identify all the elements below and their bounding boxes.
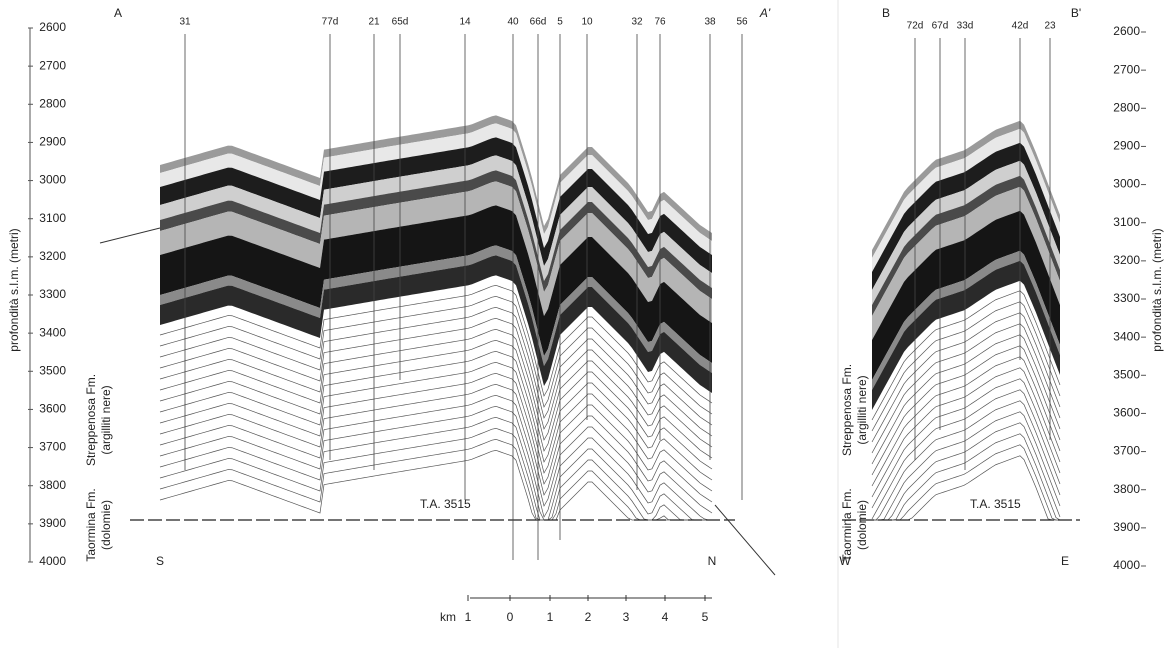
b-well-label: 67d xyxy=(932,21,949,32)
b-well-label: 42d xyxy=(1012,21,1029,32)
a-well-label: 5 xyxy=(557,17,563,28)
a-well-label: 38 xyxy=(704,17,716,28)
left-depth-label: 3700 xyxy=(39,440,66,454)
a-well-label: 32 xyxy=(631,17,643,28)
left-depth-label: 3300 xyxy=(39,287,66,301)
a-well-label: 21 xyxy=(368,17,380,28)
right-depth-label: 3400 xyxy=(1113,329,1140,343)
right-depth-label: 2600 xyxy=(1113,24,1140,38)
left-depth-label: 3400 xyxy=(39,325,66,339)
section-a-right-end: N xyxy=(708,554,717,568)
b-well-label: 23 xyxy=(1044,21,1056,32)
cross-section-figure: profondità s.l.m. (metri) profondità s.l… xyxy=(0,0,1171,648)
b-well-label: 33d xyxy=(957,21,974,32)
right-depth-label: 4000 xyxy=(1113,558,1140,572)
right-depth-label: 3800 xyxy=(1113,482,1140,496)
scale-label: 2 xyxy=(585,610,592,624)
left-depth-label: 3800 xyxy=(39,478,66,492)
scale-label: 1 xyxy=(465,610,472,624)
a-well-label: 14 xyxy=(459,17,471,28)
a-well-label: 31 xyxy=(179,17,191,28)
left-depth-label: 3100 xyxy=(39,211,66,225)
section-b-start: B xyxy=(882,6,890,20)
right-depth-label: 3500 xyxy=(1113,367,1140,381)
left-depth-label: 2800 xyxy=(39,96,66,110)
section-b-end: B' xyxy=(1071,6,1081,20)
right-depth-label: 3200 xyxy=(1113,253,1140,267)
a-lower-formation-note: (dolomie) xyxy=(99,500,113,550)
a-upper-formation-note: (argilliti nere) xyxy=(99,385,113,454)
b-upper-formation: Streppenosa Fm. xyxy=(840,364,854,456)
section-b-right-end: E xyxy=(1061,554,1069,568)
left-depth-label: 3500 xyxy=(39,363,66,377)
right-depth-label: 3300 xyxy=(1113,291,1140,305)
background xyxy=(0,0,1171,648)
left-depth-label: 4000 xyxy=(39,554,66,568)
a-well-label: 76 xyxy=(654,17,666,28)
a-upper-formation: Streppenosa Fm. xyxy=(84,374,98,466)
b-well-label: 72d xyxy=(907,21,924,32)
b-lower-formation: Taormina Fm. xyxy=(840,488,854,561)
left-axis-title: profondità s.l.m. (metri) xyxy=(7,228,21,351)
right-depth-label: 2800 xyxy=(1113,100,1140,114)
right-depth-label: 3700 xyxy=(1113,444,1140,458)
a-well-label: 65d xyxy=(392,17,409,28)
left-depth-label: 3200 xyxy=(39,249,66,263)
scale-label: 3 xyxy=(623,610,630,624)
scale-label: 0 xyxy=(507,610,514,624)
left-depth-label: 3000 xyxy=(39,173,66,187)
b-lower-formation-note: (dolomie) xyxy=(855,500,869,550)
right-axis-title: profondità s.l.m. (metri) xyxy=(1150,228,1164,351)
left-depth-label: 3900 xyxy=(39,516,66,530)
left-depth-label: 2700 xyxy=(39,58,66,72)
left-depth-label: 3600 xyxy=(39,402,66,416)
scale-label: 4 xyxy=(662,610,669,624)
section-b-marker: T.A. 3515 xyxy=(970,497,1021,511)
section-a-start: A xyxy=(114,6,122,20)
a-well-label: 10 xyxy=(581,17,593,28)
scale-label: 5 xyxy=(702,610,709,624)
right-depth-label: 2700 xyxy=(1113,62,1140,76)
right-depth-label: 3900 xyxy=(1113,520,1140,534)
right-depth-label: 3000 xyxy=(1113,177,1140,191)
right-depth-label: 3100 xyxy=(1113,215,1140,229)
a-well-label: 66d xyxy=(530,17,547,28)
right-depth-label: 2900 xyxy=(1113,139,1140,153)
b-upper-formation-note: (argilliti nere) xyxy=(855,375,869,444)
section-a-marker: T.A. 3515 xyxy=(420,497,471,511)
right-depth-label: 3600 xyxy=(1113,406,1140,420)
left-depth-label: 2600 xyxy=(39,20,66,34)
section-a-end: A' xyxy=(759,6,771,20)
scale-unit: km xyxy=(440,610,456,624)
scale-label: 1 xyxy=(547,610,554,624)
a-lower-formation: Taormina Fm. xyxy=(84,488,98,561)
section-a-left-end: S xyxy=(156,554,164,568)
left-depth-label: 2900 xyxy=(39,135,66,149)
a-well-label: 40 xyxy=(507,17,519,28)
a-well-label: 56 xyxy=(736,17,748,28)
a-well-label: 77d xyxy=(322,17,339,28)
